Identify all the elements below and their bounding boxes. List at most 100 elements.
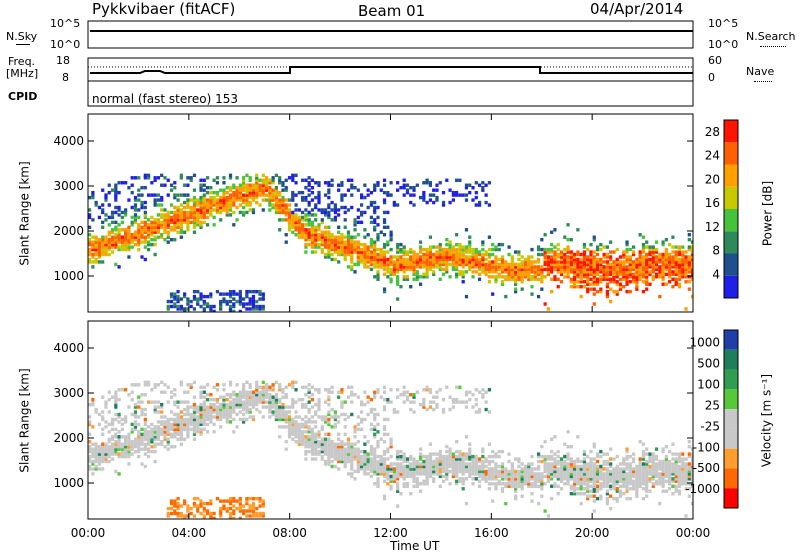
velocity-cell xyxy=(228,410,233,414)
power-cell xyxy=(432,272,436,277)
velocity-cell xyxy=(314,410,318,414)
nsky-legend-line xyxy=(16,44,30,45)
power-cell xyxy=(645,262,649,267)
power-cell xyxy=(173,215,177,220)
power-cell xyxy=(314,218,318,222)
power-cell xyxy=(301,178,305,182)
velocity-cell xyxy=(386,467,390,471)
power-cell xyxy=(169,299,174,304)
power-cell xyxy=(592,287,596,291)
velocity-cell xyxy=(520,487,524,491)
power-cell xyxy=(268,198,272,202)
power-cell xyxy=(333,218,337,222)
velocity-cell xyxy=(595,496,600,501)
velocity-cell xyxy=(301,440,305,444)
velocity-cell xyxy=(146,447,151,451)
velocity-cell xyxy=(97,452,102,456)
power-cell xyxy=(202,188,206,192)
power-cell xyxy=(589,257,593,262)
velocity-cell xyxy=(160,405,164,409)
velocity-cell xyxy=(369,459,374,464)
velocity-cell xyxy=(333,410,337,414)
velocity-cell xyxy=(278,388,282,392)
velocity-cell xyxy=(133,412,138,417)
power-cell xyxy=(464,183,469,187)
velocity-cell xyxy=(599,477,603,481)
velocity-cell xyxy=(625,487,629,491)
power-cell xyxy=(274,195,278,200)
velocity-cell xyxy=(91,454,95,459)
nave-legend-line xyxy=(754,81,772,82)
power-cell xyxy=(143,173,147,178)
power-cell xyxy=(173,195,177,200)
velocity-cell xyxy=(651,482,655,486)
velocity-cell xyxy=(274,415,278,419)
power-cell xyxy=(104,242,108,247)
velocity-cell xyxy=(255,496,259,501)
power-cell xyxy=(258,203,262,207)
power-cell xyxy=(232,302,236,306)
power-cell xyxy=(205,198,210,202)
power-cell xyxy=(346,235,351,239)
velocity-cell xyxy=(196,427,200,432)
velocity-cell xyxy=(320,427,324,432)
velocity-cell xyxy=(425,407,429,412)
power-cell xyxy=(110,237,115,242)
velocity-cell xyxy=(304,435,308,439)
velocity-cell xyxy=(566,477,570,481)
power-cell xyxy=(310,235,315,239)
velocity-cell xyxy=(536,474,541,479)
velocity-cell xyxy=(192,402,197,407)
velocity-cell xyxy=(359,459,364,464)
power-cell xyxy=(228,173,233,178)
velocity-cell xyxy=(510,477,514,481)
power-cell xyxy=(458,178,462,182)
velocity-cell xyxy=(638,467,642,471)
power-cell xyxy=(314,225,318,229)
power-cell xyxy=(651,267,655,272)
velocity-cell xyxy=(133,383,138,387)
velocity-cell xyxy=(107,430,111,434)
power-cell xyxy=(389,237,393,242)
power-cell xyxy=(242,304,246,309)
velocity-cell xyxy=(405,472,410,476)
power-cell xyxy=(448,240,452,244)
power-cell xyxy=(615,262,619,267)
velocity-cell xyxy=(458,400,462,404)
velocity-cell xyxy=(438,457,442,461)
power-cell xyxy=(346,240,351,244)
velocity-cell xyxy=(455,459,459,464)
power-cell xyxy=(402,252,406,257)
velocity-cell xyxy=(192,410,197,414)
velocity-cell xyxy=(320,457,324,461)
power-cell xyxy=(359,213,364,217)
power-cell xyxy=(386,275,390,279)
power-cell xyxy=(264,183,269,187)
velocity-cell xyxy=(219,415,223,419)
velocity-cell xyxy=(255,506,259,511)
power-cell xyxy=(373,225,377,229)
velocity-cell xyxy=(494,484,498,488)
velocity-cell xyxy=(530,477,534,481)
power-cell xyxy=(573,282,577,286)
power-cell xyxy=(455,265,459,269)
power-cell xyxy=(563,275,567,279)
power-cell xyxy=(225,208,229,212)
power-cell xyxy=(101,250,105,254)
velocity-cell xyxy=(491,454,495,459)
velocity-cell xyxy=(579,474,583,479)
velocity-cell xyxy=(91,449,95,454)
velocity-cell xyxy=(173,444,177,449)
velocity-cell xyxy=(281,417,285,422)
velocity-cell xyxy=(599,469,603,474)
velocity-cell xyxy=(510,474,514,479)
power-cell xyxy=(530,275,534,279)
power-cell xyxy=(127,245,131,249)
velocity-cell xyxy=(219,506,223,511)
velocity-cell xyxy=(192,380,197,385)
power-cell xyxy=(595,245,600,249)
power-cell xyxy=(455,252,459,257)
velocity-cell xyxy=(563,477,567,481)
velocity-cell xyxy=(396,395,400,399)
power-cell xyxy=(379,262,383,267)
